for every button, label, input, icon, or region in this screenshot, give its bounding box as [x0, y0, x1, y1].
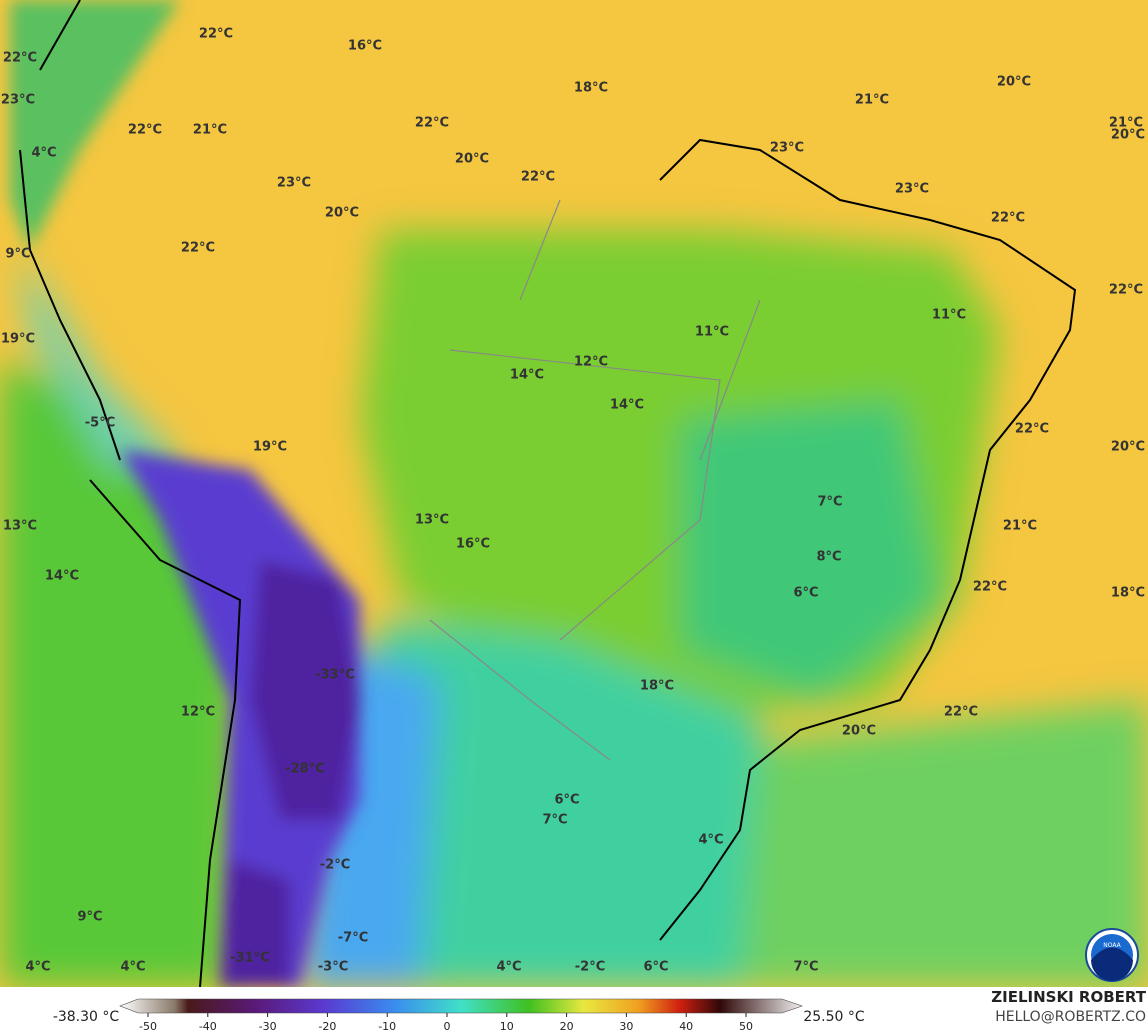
temp-label: 22°C: [944, 705, 978, 720]
temp-label: 20°C: [325, 206, 359, 221]
temp-label: 16°C: [348, 39, 382, 54]
temp-label: 20°C: [1111, 128, 1145, 143]
temp-label: 22°C: [181, 241, 215, 256]
temp-label: 23°C: [1, 93, 35, 108]
credit-email: HELLO@ROBERTZ.CO: [995, 1009, 1146, 1025]
temperature-field: [0, 0, 1148, 988]
temp-label: 20°C: [455, 152, 489, 167]
temp-label: 14°C: [510, 368, 544, 383]
tick-label: -10: [378, 1020, 396, 1033]
temp-label: 4°C: [496, 960, 521, 975]
temp-label: 13°C: [3, 519, 37, 534]
temp-label: 12°C: [181, 705, 215, 720]
temp-label: -5°C: [85, 416, 115, 431]
temp-label: 22°C: [3, 51, 37, 66]
tick-label: -40: [199, 1020, 217, 1033]
temp-label: 22°C: [521, 170, 555, 185]
temp-label: 6°C: [554, 793, 579, 808]
temp-label: -2°C: [320, 858, 350, 873]
temp-label: 11°C: [932, 308, 966, 323]
temp-label: -2°C: [575, 960, 605, 975]
tick-label: 30: [619, 1020, 633, 1033]
temp-label: 23°C: [770, 141, 804, 156]
temp-label: 16°C: [456, 537, 490, 552]
temp-label: 20°C: [997, 75, 1031, 90]
temp-label: 8°C: [816, 550, 841, 565]
tick-label: 50: [739, 1020, 753, 1033]
temperature-labels: 22°C16°C18°C 20°C21°C21°C20°C22°C23°C22°C…: [1, 27, 1145, 975]
tick-label: 0: [444, 1020, 451, 1033]
tick-label: -20: [318, 1020, 336, 1033]
temp-label: 18°C: [640, 679, 674, 694]
tick-label: -50: [139, 1020, 157, 1033]
temp-label: -7°C: [338, 931, 368, 946]
colorbar-ticks: -50 -40 -30 -20 -10 0 10 20 30 40 50: [139, 1013, 753, 1033]
temp-label: 7°C: [542, 813, 567, 828]
temp-label: 11°C: [695, 325, 729, 340]
temp-label: 19°C: [1, 332, 35, 347]
temp-label: 23°C: [277, 176, 311, 191]
temp-label: -28°C: [285, 762, 325, 777]
temp-label: 9°C: [5, 247, 30, 262]
temp-label: 18°C: [1111, 586, 1145, 601]
colorbar-max: 25.50 °C: [803, 1009, 865, 1025]
temp-label: 9°C: [77, 910, 102, 925]
tick-label: 40: [679, 1020, 693, 1033]
temp-label: 20°C: [842, 724, 876, 739]
credit-name: ZIELINSKI ROBERT: [991, 988, 1146, 1006]
tick-label: 10: [500, 1020, 514, 1033]
temp-label: 21°C: [1109, 116, 1143, 131]
temp-label: 23°C: [895, 182, 929, 197]
temp-label: 22°C: [1015, 422, 1049, 437]
colorbar-min: -38.30 °C: [53, 1009, 120, 1025]
temp-label: 4°C: [31, 146, 56, 161]
tick-label: 20: [560, 1020, 574, 1033]
temp-label: 7°C: [817, 495, 842, 510]
temp-label: 21°C: [855, 93, 889, 108]
temp-label: 21°C: [1003, 519, 1037, 534]
temp-label: 18°C: [574, 81, 608, 96]
temp-label: -31°C: [230, 951, 270, 966]
temp-label: 13°C: [415, 513, 449, 528]
noaa-logo: NOAA: [1085, 928, 1139, 982]
temp-label: 22°C: [991, 211, 1025, 226]
temp-label: 14°C: [45, 569, 79, 584]
colorbar: [119, 998, 803, 1014]
temp-label: 4°C: [698, 833, 723, 848]
temp-label: 22°C: [128, 123, 162, 138]
temp-label: 14°C: [610, 398, 644, 413]
temp-label: 7°C: [793, 960, 818, 975]
temp-label: 22°C: [415, 116, 449, 131]
temp-label: 22°C: [973, 580, 1007, 595]
temp-label: -33°C: [315, 668, 355, 683]
temp-label: 4°C: [120, 960, 145, 975]
temp-label: 19°C: [253, 440, 287, 455]
tick-label: -30: [259, 1020, 277, 1033]
temp-label: 21°C: [193, 123, 227, 138]
temp-label: 22°C: [199, 27, 233, 42]
temp-label: 6°C: [793, 586, 818, 601]
temp-label: 6°C: [643, 960, 668, 975]
temp-label: 20°C: [1111, 440, 1145, 455]
temp-label: -3°C: [318, 960, 348, 975]
temp-label: 22°C: [1109, 283, 1143, 298]
logo-text: NOAA: [1103, 942, 1121, 949]
temp-label: 12°C: [574, 355, 608, 370]
temp-label: 4°C: [25, 960, 50, 975]
